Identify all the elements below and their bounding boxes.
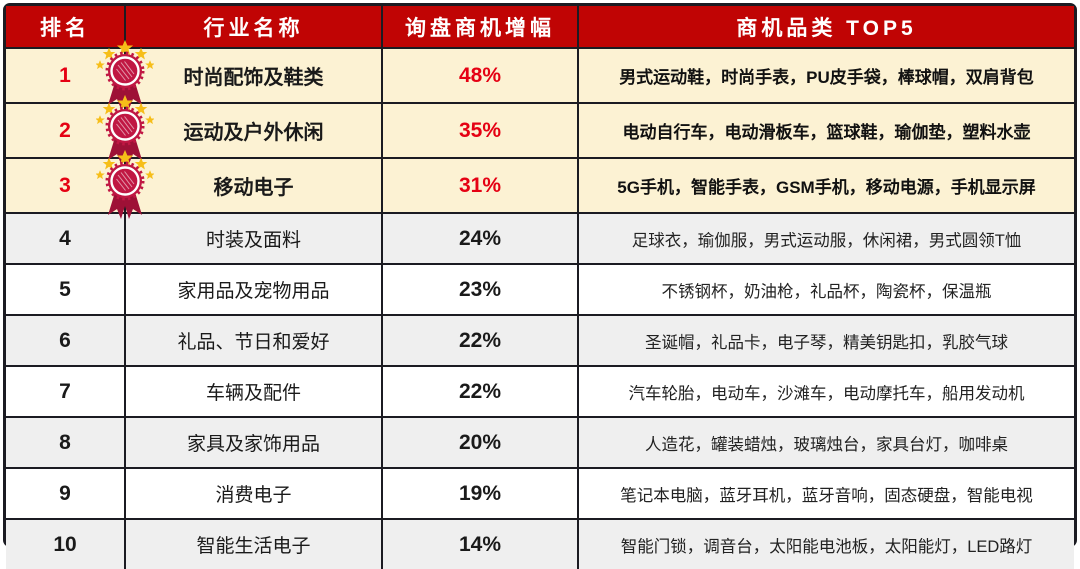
industry-cell: 智能生活电子 xyxy=(126,520,383,569)
rank-cell: 3 xyxy=(6,159,126,212)
top5-cell: 汽车轮胎，电动车，沙滩车，电动摩托车，船用发动机 xyxy=(628,384,1025,403)
table-row: 4 时装及面料 24% 足球衣，瑜伽服，男式运动服，休闲裙，男式圆领T恤 xyxy=(6,214,1074,265)
header-growth: 询盘商机增幅 xyxy=(383,6,579,47)
table-row: 10 智能生活电子 14% 智能门锁，调音台，太阳能电池板，太阳能灯，LED路灯 xyxy=(6,520,1074,569)
growth-cell: 48% xyxy=(383,49,579,102)
rank-cell: 9 xyxy=(6,469,126,518)
industry-cell: 礼品、节日和爱好 xyxy=(126,316,383,365)
growth-cell: 24% xyxy=(383,214,579,263)
industry-cell: 移动电子 xyxy=(126,159,383,212)
industry-label: 家具及家饰用品 xyxy=(186,434,320,455)
industry-label: 运动及户外休闲 xyxy=(183,122,324,144)
industry-cell: 运动及户外休闲 xyxy=(126,104,383,157)
top5-cell: 圣诞帽，礼品卡，电子琴，精美钥匙扣，乳胶气球 xyxy=(645,333,1008,352)
industry-cell: 时尚配饰及鞋类 xyxy=(126,49,383,102)
top5-cell: 男式运动鞋，时尚手表，PU皮手袋，棒球帽，双肩背包 xyxy=(619,68,1034,87)
rank-cell: 5 xyxy=(6,265,126,314)
growth-cell: 20% xyxy=(383,418,579,467)
growth-cell: 14% xyxy=(383,520,579,569)
rank-cell: 7 xyxy=(6,367,126,416)
top5-cell: 不锈钢杯，奶油枪，礼品杯，陶瓷杯，保温瓶 xyxy=(661,282,992,301)
table-row: 2 运动及户外休闲 35% 电动自行车，电动滑板车，篮球鞋，瑜伽垫，塑料水壶 xyxy=(6,104,1074,159)
top5-cell: 电动自行车，电动滑板车，篮球鞋，瑜伽垫，塑料水壶 xyxy=(622,123,1031,142)
growth-cell: 22% xyxy=(383,367,579,416)
top5-cell: 5G手机，智能手表，GSM手机，移动电源，手机显示屏 xyxy=(617,178,1036,197)
table-row: 6 礼品、节日和爱好 22% 圣诞帽，礼品卡，电子琴，精美钥匙扣，乳胶气球 xyxy=(6,316,1074,367)
header-industry: 行业名称 xyxy=(126,6,383,47)
industry-label: 智能生活电子 xyxy=(196,536,311,557)
rank-cell: 8 xyxy=(6,418,126,467)
top5-cell: 笔记本电脑，蓝牙耳机，蓝牙音响，固态硬盘，智能电视 xyxy=(620,486,1033,505)
rank-cell: 1 xyxy=(6,49,126,102)
rank-cell: 10 xyxy=(6,520,126,569)
top5-cell: 人造花，罐装蜡烛，玻璃烛台，家具台灯，咖啡桌 xyxy=(645,435,1008,454)
growth-cell: 23% xyxy=(383,265,579,314)
industry-cell: 家具及家饰用品 xyxy=(126,418,383,467)
table-row: 1 时尚配饰及鞋类 48% 男式运动鞋，时尚手表，PU皮手袋，棒球帽，双肩背包 xyxy=(6,49,1074,104)
table-row: 7 车辆及配件 22% 汽车轮胎，电动车，沙滩车，电动摩托车，船用发动机 xyxy=(6,367,1074,418)
table-row: 9 消费电子 19% 笔记本电脑，蓝牙耳机，蓝牙音响，固态硬盘，智能电视 xyxy=(6,469,1074,520)
industry-label: 时尚配饰及鞋类 xyxy=(183,67,324,89)
table-row: 8 家具及家饰用品 20% 人造花，罐装蜡烛，玻璃烛台，家具台灯，咖啡桌 xyxy=(6,418,1074,469)
table-header-row: 排名 行业名称 询盘商机增幅 商机品类 TOP5 xyxy=(6,6,1074,49)
industry-label: 家用品及宠物用品 xyxy=(177,281,330,302)
industry-cell: 消费电子 xyxy=(126,469,383,518)
industry-label: 移动电子 xyxy=(213,177,294,199)
industry-cell: 时装及面料 xyxy=(126,214,383,263)
header-top5: 商机品类 TOP5 xyxy=(736,16,917,40)
top5-cell: 智能门锁，调音台，太阳能电池板，太阳能灯，LED路灯 xyxy=(620,537,1033,556)
growth-cell: 31% xyxy=(383,159,579,212)
rank-cell: 2 xyxy=(6,104,126,157)
growth-cell: 35% xyxy=(383,104,579,157)
industry-cell: 车辆及配件 xyxy=(126,367,383,416)
ranking-table: 排名 行业名称 询盘商机增幅 商机品类 TOP5 1 时尚配饰及鞋类 48% 男… xyxy=(3,3,1077,569)
industry-label: 时装及面料 xyxy=(205,230,301,251)
header-rank: 排名 xyxy=(6,6,126,47)
growth-cell: 19% xyxy=(383,469,579,518)
top5-cell: 足球衣，瑜伽服，男式运动服，休闲裙，男式圆领T恤 xyxy=(631,231,1022,250)
industry-label: 消费电子 xyxy=(215,485,292,506)
table-row: 3 移动电子 31% 5G手机，智能手表，GSM手机，移动电源，手机显示屏 xyxy=(6,159,1074,214)
table-row: 5 家用品及宠物用品 23% 不锈钢杯，奶油枪，礼品杯，陶瓷杯，保温瓶 xyxy=(6,265,1074,316)
industry-label: 车辆及配件 xyxy=(205,383,301,404)
growth-cell: 22% xyxy=(383,316,579,365)
industry-label: 礼品、节日和爱好 xyxy=(177,332,330,353)
rank-cell: 6 xyxy=(6,316,126,365)
industry-cell: 家用品及宠物用品 xyxy=(126,265,383,314)
rank-cell: 4 xyxy=(6,214,126,263)
